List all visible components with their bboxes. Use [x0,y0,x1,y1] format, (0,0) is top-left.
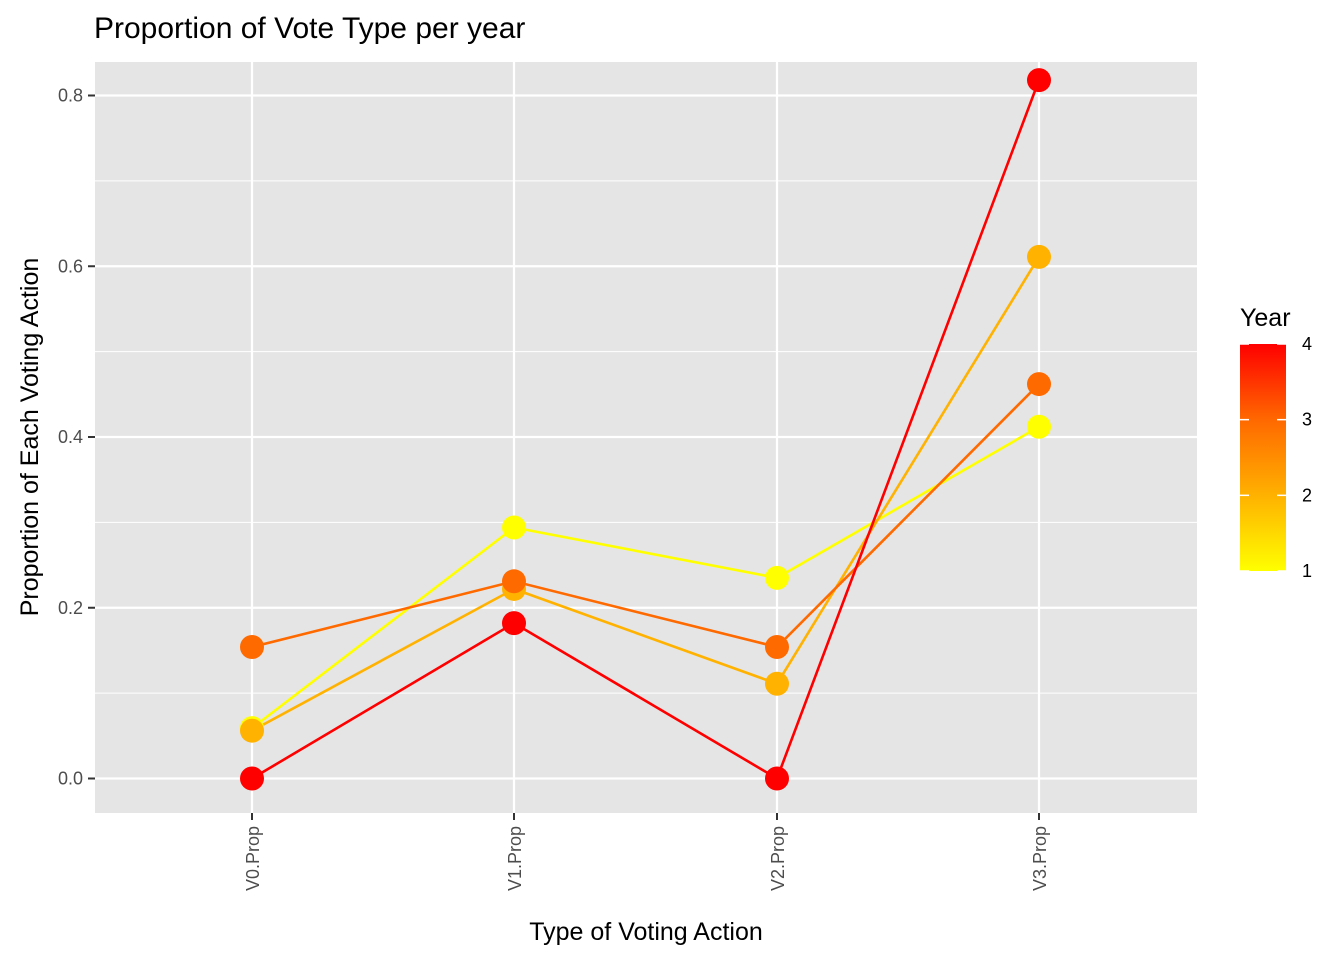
legend-breaks: 1 2 3 4 [1240,334,1312,581]
x-axis-ticks: V0.Prop V1.Prop V2.Prop V3.Prop [243,813,1050,891]
grid-lines [95,62,1197,813]
data-point-year-2-V3.Prop [1027,244,1051,269]
y-tick-label: 0.6 [58,256,83,276]
x-tick-label-V3.Prop: V3.Prop [1030,826,1050,891]
data-point-year-3-V0.Prop [240,635,264,660]
series-line-year-4 [251,79,1041,781]
x-tick-label-V0.Prop: V0.Prop [243,826,263,891]
data-point-year-4-V1.Prop [502,611,526,636]
legend-break-label: 1 [1302,561,1312,581]
data-point-year-4-V3.Prop [1027,68,1051,93]
legend-break-label: 3 [1302,410,1312,430]
legend: Year 1 2 3 4 [1240,304,1312,581]
data-point-year-3-V3.Prop [1027,372,1051,397]
data-point-year-2-V0.Prop [240,718,264,743]
y-axis-ticks: 0.0 0.2 0.4 0.6 0.8 [58,86,95,789]
series-line-year-1 [251,425,1040,730]
data-point-year-3-V2.Prop [765,635,789,660]
data-point-year-4-V2.Prop [765,766,789,791]
legend-break-label: 2 [1302,485,1312,505]
y-tick-label: 0.2 [58,598,83,618]
x-tick-label-V2.Prop: V2.Prop [768,826,788,891]
series-lines [251,79,1041,781]
data-point-year-1-V2.Prop [765,565,789,590]
legend-title: Year [1240,304,1291,332]
y-tick-label: 0.0 [58,769,83,789]
series-points [240,68,1051,791]
data-point-year-4-V0.Prop [240,766,264,791]
y-axis-title: Proportion of Each Voting Action [16,258,44,617]
data-point-year-3-V1.Prop [502,569,526,594]
chart-title: Proportion of Vote Type per year [94,12,525,45]
legend-break-label: 4 [1302,334,1312,354]
x-tick-label-V1.Prop: V1.Prop [505,826,525,891]
data-point-year-1-V1.Prop [502,515,526,540]
series-line-year-3 [251,383,1040,649]
data-point-year-2-V2.Prop [765,671,789,696]
y-tick-label: 0.4 [58,427,83,447]
x-axis-title: Type of Voting Action [529,918,763,946]
legend-colorbar [1240,344,1286,571]
series-line-year-2 [251,256,1041,732]
data-point-year-1-V3.Prop [1027,414,1051,439]
y-tick-label: 0.8 [58,86,83,106]
